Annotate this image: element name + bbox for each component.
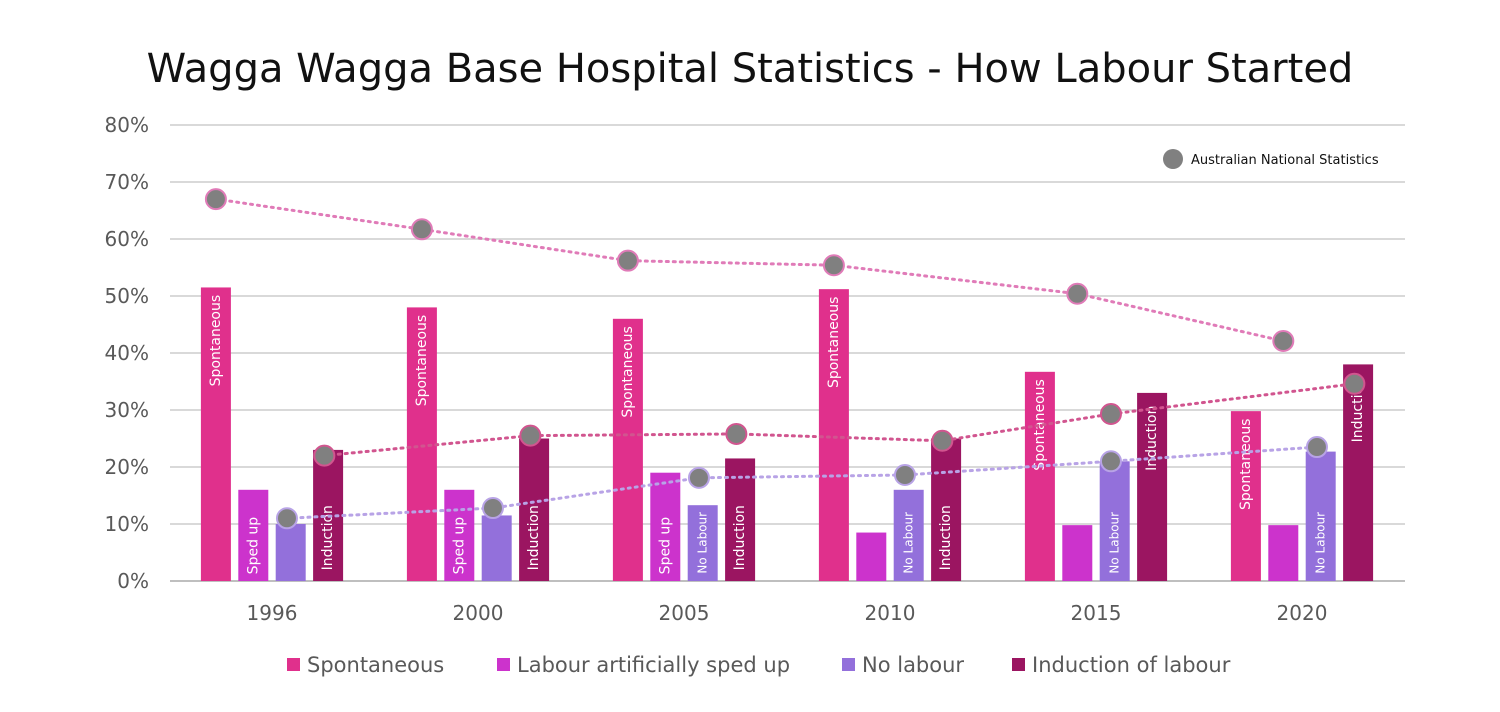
y-tick-label: 50% [105, 284, 149, 308]
bar [687, 505, 718, 581]
bar [275, 524, 306, 581]
national-marker [1305, 436, 1328, 459]
y-tick-label: 30% [105, 398, 149, 422]
national-marker [931, 429, 954, 452]
y-tick-label: 60% [105, 227, 149, 251]
bar-label: No Labour [1314, 512, 1328, 574]
bar [1137, 392, 1168, 581]
national-marker [1066, 282, 1089, 305]
bar-label: Induction [1144, 406, 1160, 471]
bar-labels: Spontaneous Spontaneous Spontaneous Spontan… [208, 295, 1366, 574]
x-tick-label: 2015 [1071, 601, 1122, 625]
bar-label: Spontaneous [826, 297, 842, 389]
bar-label: No Labour [1108, 512, 1122, 574]
bar [238, 489, 269, 581]
national-marker [313, 444, 336, 467]
x-tick-label: 2020 [1277, 601, 1328, 625]
national-legend: Australian National Statistics [1163, 149, 1379, 169]
x-tick-label: 2000 [453, 601, 504, 625]
legend-label: No labour [862, 653, 964, 677]
bar [406, 307, 437, 581]
grid [170, 124, 1405, 582]
bar [612, 318, 643, 581]
national-legend-marker [1163, 149, 1183, 169]
legend-swatch [287, 658, 300, 671]
bar-label: Induction [732, 505, 748, 570]
bar-label: Spontaneous [1238, 419, 1254, 511]
legend-label: Induction of labour [1032, 653, 1231, 677]
bar [1305, 451, 1336, 581]
national-marker [893, 463, 916, 486]
bar [1268, 525, 1299, 581]
legend-label: Labour artificially sped up [517, 653, 790, 677]
bar [931, 438, 962, 581]
chart-title: Wagga Wagga Base Hospital Statistics - H… [147, 46, 1354, 92]
national-marker [822, 254, 845, 277]
legend: Spontaneous Labour artificially sped up No… [287, 653, 1231, 677]
national-marker [204, 188, 227, 211]
national-statistics [204, 188, 1366, 530]
national-marker [616, 249, 639, 272]
national-marker [687, 466, 710, 489]
bar-label: Sped up [657, 517, 673, 575]
bar [856, 532, 887, 581]
national-marker [519, 424, 542, 447]
bar-label: Induction [938, 505, 954, 570]
y-tick-label: 70% [105, 170, 149, 194]
bar [1024, 371, 1055, 581]
y-axis-ticks: 0% 10% 20% 30% 40% 50% 60% 70% 80% [105, 113, 149, 593]
x-tick-label: 1996 [247, 601, 298, 625]
y-tick-label: 0% [117, 569, 149, 593]
bar [893, 489, 924, 581]
bar [1062, 525, 1093, 581]
x-axis-ticks: 1996 2000 2005 2010 2015 2020 [247, 601, 1328, 625]
bar [200, 287, 231, 581]
bar [519, 438, 550, 581]
bar-label: Sped up [245, 517, 261, 575]
y-tick-label: 80% [105, 113, 149, 137]
national-marker [481, 497, 504, 520]
national-marker [725, 422, 748, 445]
bar-label: No Labour [696, 512, 710, 574]
national-marker [1272, 330, 1295, 353]
bar-label: Spontaneous [208, 295, 224, 387]
national-marker [410, 218, 433, 241]
bar-label: No Labour [902, 512, 916, 574]
national-marker [275, 507, 298, 530]
x-tick-label: 2010 [865, 601, 916, 625]
national-marker [1343, 372, 1366, 395]
national-trend-line [214, 197, 1285, 343]
bar [725, 458, 756, 581]
bar [1230, 411, 1261, 581]
bar [818, 289, 849, 581]
legend-label: Spontaneous [307, 653, 444, 677]
y-tick-label: 40% [105, 341, 149, 365]
national-legend-label: Australian National Statistics [1191, 153, 1379, 168]
national-trend-line [285, 445, 1319, 520]
legend-swatch [842, 658, 855, 671]
legend-swatch [1012, 658, 1025, 671]
legend-swatch [497, 658, 510, 671]
national-marker [1099, 402, 1122, 425]
bar-label: Induction [526, 505, 542, 570]
bars [200, 287, 1374, 581]
bar-label: Spontaneous [620, 326, 636, 418]
national-marker [1099, 450, 1122, 473]
bar-label: Spontaneous [414, 315, 430, 407]
bar [444, 489, 475, 581]
bar [1343, 364, 1374, 581]
bar-label: Induction [320, 505, 336, 570]
bar-label: Sped up [451, 517, 467, 575]
bar-label: Spontaneous [1032, 379, 1048, 471]
y-tick-label: 20% [105, 455, 149, 479]
x-tick-label: 2005 [659, 601, 710, 625]
bar [650, 472, 681, 581]
bar [481, 515, 512, 581]
y-tick-label: 10% [105, 512, 149, 536]
bar [1099, 461, 1130, 581]
